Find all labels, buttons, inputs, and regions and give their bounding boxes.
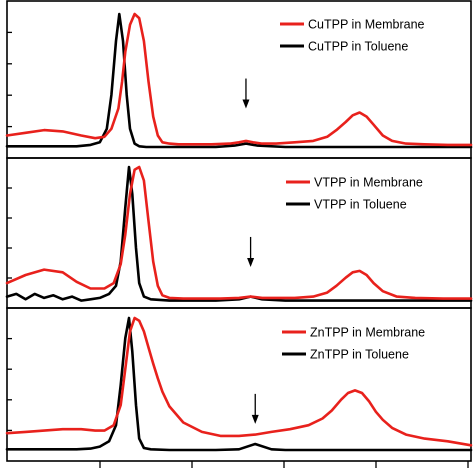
arrow-annotation-head <box>251 414 259 424</box>
legend-label: VTPP in Toluene <box>314 198 407 212</box>
series-line-cutpp-in-membrane <box>5 12 473 147</box>
chart-panel-top: CuTPP in Membrane CuTPP in Toluene <box>5 0 473 159</box>
legend-label: CuTPP in Membrane <box>308 18 425 32</box>
series-line-zntpp-in-membrane <box>5 316 473 447</box>
chart-panel-bottom: ZnTPP in Membrane ZnTPP in Toluene <box>5 307 473 462</box>
arrow-annotation-head <box>242 99 250 109</box>
legend-label: CuTPP in Toluene <box>308 40 408 54</box>
series-line-cutpp-in-toluene <box>5 12 473 149</box>
series-line-vtpp-in-membrane <box>5 165 473 300</box>
legend-label: ZnTPP in Membrane <box>310 326 425 340</box>
chart-panel-middle: VTPP in Membrane VTPP in Toluene <box>5 157 473 309</box>
panel-frame <box>6 307 472 462</box>
panels-layer: CuTPP in Membrane CuTPP in Toluene VTPP in… <box>5 0 473 468</box>
series-line-zntpp-in-toluene <box>5 316 473 452</box>
series-line-vtpp-in-toluene <box>5 165 473 302</box>
arrow-annotation-head <box>247 257 255 267</box>
legend-label: ZnTPP in Toluene <box>310 348 409 362</box>
legend-label: VTPP in Membrane <box>314 176 423 190</box>
